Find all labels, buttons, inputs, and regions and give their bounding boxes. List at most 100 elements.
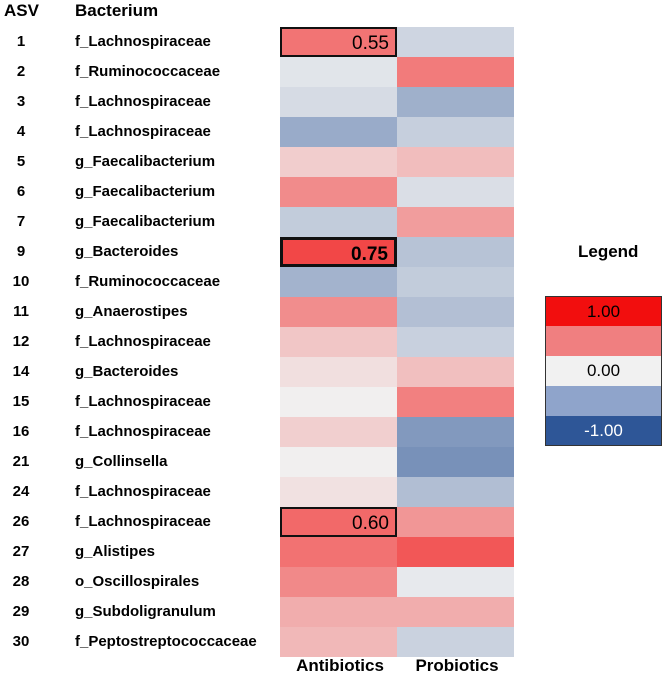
cell-value-label: 0.60 [352, 513, 389, 534]
heatmap-cell-antibiotics [280, 357, 397, 387]
bacterium-name: g_Faecalibacterium [75, 213, 216, 230]
bacterium-name: g_Bacteroides [75, 363, 179, 380]
legend-swatch: 1.00 [545, 296, 662, 326]
legend-label: 1.00 [586, 302, 621, 321]
bacterium-name: f_Ruminococcaceae [75, 63, 221, 80]
asv-id: 15 [12, 393, 30, 410]
heatmap-cell-antibiotics: 0.75 [280, 237, 397, 267]
bacterium-name: o_Oscillospirales [75, 573, 200, 590]
heatmap-cell-antibiotics [280, 597, 397, 627]
heatmap-cell-probiotics [397, 327, 514, 357]
asv-id: 5 [16, 153, 26, 170]
heatmap-cell-antibiotics [280, 297, 397, 327]
bacterium-name: f_Peptostreptococcaceae [75, 633, 257, 650]
heatmap-cell-probiotics [397, 567, 514, 597]
bacterium-name: f_Lachnospiraceae [75, 483, 211, 500]
heatmap-cell-antibiotics [280, 567, 397, 597]
heatmap-cell-antibiotics [280, 147, 397, 177]
asv-id: 16 [12, 423, 30, 440]
heatmap-cell-probiotics [397, 507, 514, 537]
heatmap-cell-probiotics [397, 57, 514, 87]
asv-id: 14 [12, 363, 30, 380]
bacterium-name: g_Anaerostipes [75, 303, 188, 320]
heatmap-cell-probiotics [397, 627, 514, 657]
heatmap-cell-antibiotics [280, 417, 397, 447]
legend-swatch: 0.00 [545, 356, 662, 386]
bacterium-name: f_Lachnospiraceae [75, 123, 211, 140]
bacterium-name: f_Lachnospiraceae [75, 333, 211, 350]
heatmap-cell-antibiotics [280, 537, 397, 567]
heatmap-cell-antibiotics [280, 207, 397, 237]
heatmap-cell-probiotics [397, 417, 514, 447]
bacterium-name: f_Lachnospiraceae [75, 513, 211, 530]
bacterium-name: g_Alistipes [75, 543, 156, 560]
heatmap-cell-probiotics [397, 357, 514, 387]
asv-id: 28 [12, 573, 30, 590]
heatmap-cell-probiotics [397, 177, 514, 207]
heatmap-cell-probiotics [397, 237, 514, 267]
bacterium-name: f_Ruminococcaceae [75, 273, 221, 290]
heatmap-cell-probiotics [397, 87, 514, 117]
heatmap-cell-probiotics [397, 447, 514, 477]
column-label-antibiotics: Antibiotics [296, 656, 384, 675]
asv-id: 21 [12, 453, 30, 470]
heatmap-cell-probiotics [397, 147, 514, 177]
bacterium-name: g_Bacteroides [75, 243, 179, 260]
bacterium-name: f_Lachnospiraceae [75, 423, 211, 440]
asv-id: 4 [16, 123, 26, 140]
legend-label: -1.00 [584, 421, 623, 440]
asv-id: 12 [12, 333, 30, 350]
asv-id: 7 [16, 213, 26, 230]
column-label-probiotics: Probiotics [415, 656, 499, 675]
bacterium-header: Bacterium [75, 1, 159, 20]
heatmap-cell-probiotics [397, 387, 514, 417]
bacterium-name: g_Faecalibacterium [75, 183, 216, 200]
bacterium-name: g_Faecalibacterium [75, 153, 216, 170]
bacterium-name: g_Collinsella [75, 453, 168, 470]
bacterium-name: g_Subdoligranulum [75, 603, 216, 620]
heatmap-cell-antibiotics: 0.55 [280, 27, 397, 57]
legend-title: Legend [578, 242, 639, 261]
asv-id: 27 [12, 543, 30, 560]
asv-id: 29 [12, 603, 30, 620]
heatmap-cell-antibiotics [280, 177, 397, 207]
heatmap-cell-antibiotics [280, 117, 397, 147]
heatmap-cell-antibiotics [280, 447, 397, 477]
heatmap-cell-antibiotics: 0.60 [280, 507, 397, 537]
asv-id: 11 [13, 303, 29, 320]
heatmap-cell-antibiotics [280, 57, 397, 87]
asv-id: 24 [12, 483, 30, 500]
heatmap-cell-probiotics [397, 267, 514, 297]
legend-label: 0.00 [586, 361, 621, 380]
asv-id: 2 [16, 63, 26, 80]
heatmap-cell-antibiotics [280, 87, 397, 117]
heatmap-cell-antibiotics [280, 387, 397, 417]
heatmap-cell-probiotics [397, 297, 514, 327]
asv-id: 26 [12, 513, 30, 530]
asv-id: 10 [12, 273, 30, 290]
legend-swatch [545, 386, 662, 416]
cell-value-label: 0.55 [352, 33, 389, 54]
cell-value-label: 0.75 [351, 244, 388, 265]
heatmap-cell-antibiotics [280, 327, 397, 357]
heatmap-cell-probiotics [397, 597, 514, 627]
asv-id: 6 [16, 183, 26, 200]
asv-header: ASV [4, 1, 39, 20]
heatmap-cell-probiotics [397, 477, 514, 507]
asv-id: 30 [12, 633, 30, 650]
heatmap-cell-probiotics [397, 537, 514, 567]
legend-swatch [545, 326, 662, 356]
legend-swatch: -1.00 [545, 416, 662, 446]
bacterium-name: f_Lachnospiraceae [75, 93, 211, 110]
bacterium-name: f_Lachnospiraceae [75, 393, 211, 410]
heatmap-cell-probiotics [397, 27, 514, 57]
asv-id: 1 [16, 33, 26, 50]
bacterium-name: f_Lachnospiraceae [75, 33, 211, 50]
heatmap-cell-antibiotics [280, 477, 397, 507]
heatmap-cell-probiotics [397, 207, 514, 237]
heatmap-cell-antibiotics [280, 627, 397, 657]
heatmap-cell-probiotics [397, 117, 514, 147]
asv-id: 3 [16, 93, 26, 110]
heatmap-cell-antibiotics [280, 267, 397, 297]
